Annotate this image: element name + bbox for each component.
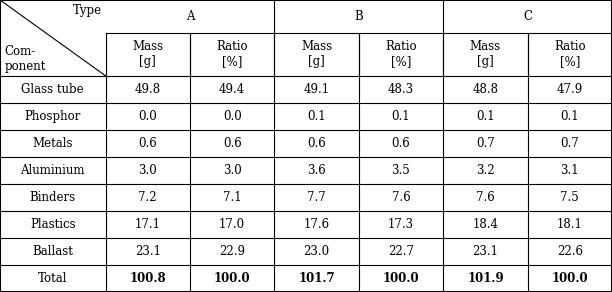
- Text: 0.7: 0.7: [476, 137, 494, 150]
- Text: Ballast: Ballast: [32, 245, 73, 258]
- Text: 48.3: 48.3: [388, 83, 414, 96]
- Text: Aluminium: Aluminium: [21, 164, 85, 177]
- Text: Com-
ponent: Com- ponent: [4, 45, 46, 73]
- Text: 7.6: 7.6: [392, 191, 410, 204]
- Text: 23.1: 23.1: [135, 245, 161, 258]
- Text: Mass
[g]: Mass [g]: [301, 40, 332, 68]
- Text: 7.6: 7.6: [476, 191, 494, 204]
- Text: 23.1: 23.1: [472, 245, 498, 258]
- Text: 0.1: 0.1: [392, 110, 410, 123]
- Text: 0.6: 0.6: [307, 137, 326, 150]
- Text: 3.0: 3.0: [138, 164, 157, 177]
- Text: 49.1: 49.1: [304, 83, 330, 96]
- Text: 3.5: 3.5: [392, 164, 410, 177]
- Text: 101.7: 101.7: [298, 272, 335, 285]
- Text: Mass
[g]: Mass [g]: [470, 40, 501, 68]
- Text: C: C: [523, 10, 532, 23]
- Text: 0.0: 0.0: [223, 110, 242, 123]
- Text: 3.6: 3.6: [307, 164, 326, 177]
- Text: 0.6: 0.6: [392, 137, 410, 150]
- Text: 100.8: 100.8: [129, 272, 166, 285]
- Text: 17.0: 17.0: [219, 218, 245, 231]
- Text: Phosphor: Phosphor: [24, 110, 81, 123]
- Text: 7.2: 7.2: [138, 191, 157, 204]
- Text: Ratio
[%]: Ratio [%]: [554, 40, 586, 68]
- Text: 22.6: 22.6: [557, 245, 583, 258]
- Text: Binders: Binders: [30, 191, 76, 204]
- Text: Type: Type: [73, 4, 102, 18]
- Text: 49.8: 49.8: [135, 83, 161, 96]
- Text: 0.1: 0.1: [307, 110, 326, 123]
- Text: 3.0: 3.0: [223, 164, 242, 177]
- Text: 47.9: 47.9: [557, 83, 583, 96]
- Text: Mass
[g]: Mass [g]: [132, 40, 163, 68]
- Text: 23.0: 23.0: [304, 245, 330, 258]
- Text: 0.6: 0.6: [223, 137, 242, 150]
- Text: 18.1: 18.1: [557, 218, 583, 231]
- Text: 17.3: 17.3: [388, 218, 414, 231]
- Text: 17.6: 17.6: [304, 218, 330, 231]
- Text: 3.2: 3.2: [476, 164, 494, 177]
- Text: 100.0: 100.0: [551, 272, 588, 285]
- Text: 0.0: 0.0: [138, 110, 157, 123]
- Text: 17.1: 17.1: [135, 218, 161, 231]
- Text: 22.9: 22.9: [219, 245, 245, 258]
- Text: 18.4: 18.4: [472, 218, 498, 231]
- Text: Plastics: Plastics: [30, 218, 75, 231]
- Text: 3.1: 3.1: [561, 164, 579, 177]
- Text: 7.1: 7.1: [223, 191, 242, 204]
- Text: 100.0: 100.0: [214, 272, 250, 285]
- Text: 0.1: 0.1: [476, 110, 494, 123]
- Text: 48.8: 48.8: [472, 83, 498, 96]
- Text: A: A: [185, 10, 194, 23]
- Text: 0.1: 0.1: [561, 110, 579, 123]
- Text: Metals: Metals: [32, 137, 73, 150]
- Text: 49.4: 49.4: [219, 83, 245, 96]
- Text: Total: Total: [38, 272, 67, 285]
- Text: Ratio
[%]: Ratio [%]: [216, 40, 248, 68]
- Text: 0.7: 0.7: [561, 137, 579, 150]
- Text: Glass tube: Glass tube: [21, 83, 84, 96]
- Text: 7.5: 7.5: [561, 191, 579, 204]
- Text: 0.6: 0.6: [138, 137, 157, 150]
- Text: 101.9: 101.9: [467, 272, 504, 285]
- Text: B: B: [354, 10, 363, 23]
- Text: 7.7: 7.7: [307, 191, 326, 204]
- Text: 100.0: 100.0: [382, 272, 419, 285]
- Text: Ratio
[%]: Ratio [%]: [385, 40, 417, 68]
- Text: 22.7: 22.7: [388, 245, 414, 258]
